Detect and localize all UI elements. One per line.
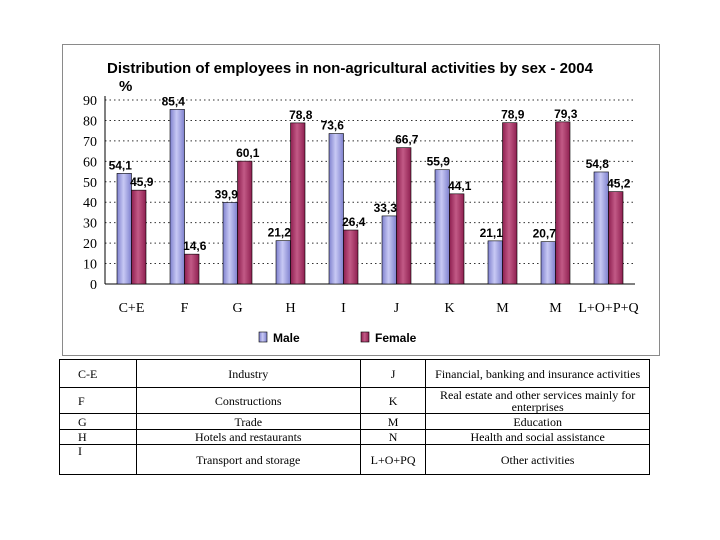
data-label-female: 44,1 bbox=[448, 179, 472, 193]
activity-code: G bbox=[59, 413, 137, 430]
x-tick-label: H bbox=[285, 301, 295, 316]
x-tick-label: M bbox=[549, 301, 562, 316]
data-label-male: 20,7 bbox=[533, 227, 557, 241]
bar-male bbox=[116, 173, 132, 285]
x-tick-label: G bbox=[232, 301, 242, 316]
x-tick-label: J bbox=[394, 301, 400, 316]
legend-swatch-male bbox=[258, 331, 268, 343]
data-label-female: 45,2 bbox=[607, 177, 631, 191]
activity-description: Health and social assistance bbox=[425, 429, 650, 445]
data-label-female: 78,9 bbox=[501, 108, 525, 122]
y-tick-label: 90 bbox=[83, 94, 97, 109]
bar-chart: Distribution of employees in non-agricul… bbox=[83, 60, 639, 345]
bar-female bbox=[449, 193, 465, 285]
bar-female bbox=[608, 191, 624, 285]
y-tick-label: 80 bbox=[83, 114, 97, 129]
data-label-male: 21,1 bbox=[480, 226, 504, 240]
y-axis-unit-label: % bbox=[119, 78, 132, 95]
activity-description: Hotels and restaurants bbox=[135, 429, 361, 445]
bar-female bbox=[184, 253, 200, 285]
data-label-female: 26,4 bbox=[342, 215, 366, 229]
activity-code: J bbox=[359, 359, 427, 388]
bar-female bbox=[396, 147, 412, 285]
bar-female bbox=[555, 121, 571, 285]
plot-area: 0 10 20 30 40 50 60 70 80 90 C+E 54,1 45,9 F 85,4 14,6 G… bbox=[83, 94, 639, 316]
activity-description: Education bbox=[425, 413, 650, 430]
activity-code: N bbox=[359, 429, 427, 445]
activity-description: Industry bbox=[135, 359, 361, 388]
activity-description: Real estate and other services mainly fo… bbox=[425, 387, 650, 414]
x-tick-label: I bbox=[341, 301, 346, 316]
data-label-male: 21,2 bbox=[268, 226, 292, 240]
table-row: C-E Industry J Financial, banking and insur… bbox=[59, 359, 650, 388]
activity-description: Trade bbox=[135, 413, 361, 430]
bar-male bbox=[275, 240, 291, 285]
data-label-female: 45,9 bbox=[130, 175, 154, 189]
activity-description: Transport and storage bbox=[135, 444, 361, 475]
legend-swatch-female bbox=[360, 331, 370, 343]
bar-female bbox=[237, 160, 253, 285]
bar-male bbox=[487, 240, 503, 285]
activity-code: H bbox=[59, 429, 137, 445]
activity-code: C-E bbox=[59, 359, 137, 388]
bar-male bbox=[169, 109, 185, 285]
data-label-female: 79,3 bbox=[554, 107, 578, 121]
table-row: F Constructions K Real estate and other ser… bbox=[59, 387, 650, 414]
activity-description: Financial, banking and insurance activit… bbox=[425, 359, 650, 388]
chart-title: Distribution of employees in non-agricul… bbox=[107, 60, 594, 77]
y-tick-label: 60 bbox=[83, 155, 97, 170]
table-row: G Trade M Education bbox=[59, 413, 650, 430]
activity-description: Constructions bbox=[135, 387, 361, 414]
data-label-male: 73,6 bbox=[321, 119, 345, 133]
data-label-male: 85,4 bbox=[162, 94, 186, 108]
data-label-male: 54,1 bbox=[109, 158, 133, 172]
data-label-male: 33,3 bbox=[374, 201, 398, 215]
activity-code-table: C-E Industry J Financial, banking and insur… bbox=[59, 359, 650, 475]
activity-description: Other activities bbox=[425, 444, 650, 475]
bar-male bbox=[381, 215, 397, 285]
x-tick-label: L+O+P+Q bbox=[578, 301, 638, 316]
bar-female bbox=[131, 189, 147, 285]
activity-code: F bbox=[59, 387, 137, 414]
activity-code: K bbox=[359, 387, 427, 414]
chart-frame: Distribution of employees in non-agricul… bbox=[62, 44, 660, 356]
y-tick-label: 50 bbox=[83, 176, 97, 191]
bar-male bbox=[540, 241, 556, 285]
y-tick-label: 20 bbox=[83, 237, 97, 252]
activity-code: I bbox=[59, 444, 137, 475]
legend-label-female: Female bbox=[375, 331, 417, 345]
data-label-female: 78,8 bbox=[289, 108, 313, 122]
y-tick-label: 10 bbox=[83, 258, 97, 273]
y-tick-label: 70 bbox=[83, 135, 97, 150]
bar-male bbox=[328, 133, 344, 285]
x-tick-label: M bbox=[496, 301, 509, 316]
data-label-male: 54,8 bbox=[586, 157, 610, 171]
bar-female bbox=[502, 122, 518, 285]
x-tick-label: F bbox=[181, 301, 189, 316]
data-label-male: 39,9 bbox=[215, 187, 239, 201]
chart-legend: Male Female bbox=[258, 331, 417, 345]
legend-label-male: Male bbox=[273, 331, 300, 345]
y-tick-label: 30 bbox=[83, 217, 97, 232]
y-tick-label: 0 bbox=[90, 278, 97, 293]
bar-female bbox=[290, 122, 306, 285]
data-label-female: 14,6 bbox=[183, 239, 207, 253]
data-label-female: 60,1 bbox=[236, 146, 260, 160]
activity-code: L+O+PQ bbox=[359, 444, 427, 475]
x-tick-label: K bbox=[444, 301, 454, 316]
table-row: H Hotels and restaurants N Health and socia… bbox=[59, 429, 650, 445]
x-tick-label: C+E bbox=[119, 301, 145, 316]
activity-code: M bbox=[359, 413, 427, 430]
bar-female bbox=[343, 229, 359, 285]
bar-male bbox=[222, 202, 238, 285]
data-label-male: 55,9 bbox=[427, 155, 451, 169]
table-row: I Transport and storage L+O+PQ Other activi… bbox=[59, 444, 650, 475]
data-label-female: 66,7 bbox=[395, 133, 419, 147]
y-tick-label: 40 bbox=[83, 196, 97, 211]
